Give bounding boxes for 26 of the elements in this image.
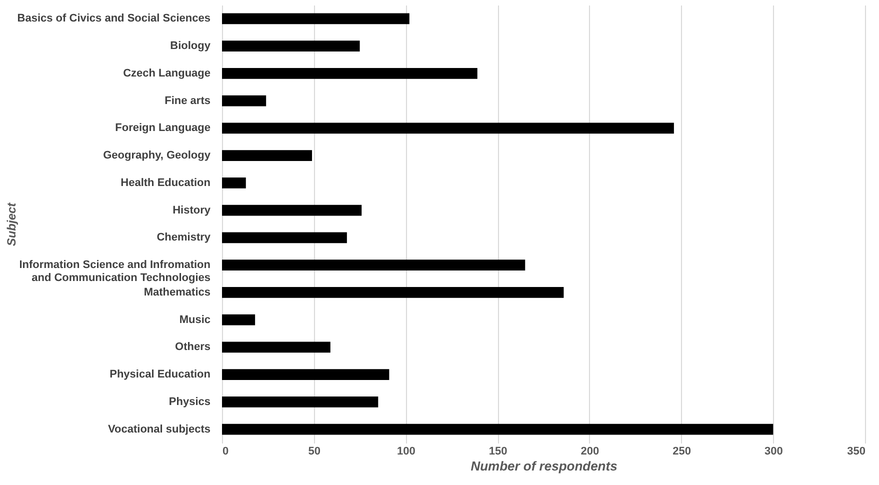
x-tick-label: 100 bbox=[397, 446, 416, 458]
y-tick-label: Information Science and Infromation and Communication Technologies bbox=[19, 259, 211, 284]
x-tick-label: 250 bbox=[672, 446, 691, 458]
y-tick-label: Physical Education bbox=[110, 368, 211, 381]
x-tick-label: 350 bbox=[847, 446, 866, 458]
y-tick-label: Physics bbox=[168, 396, 210, 408]
y-axis-title: Subject bbox=[4, 202, 18, 246]
y-tick-label: Music bbox=[179, 314, 210, 326]
x-tick-label: 300 bbox=[764, 446, 783, 458]
y-tick-label: History bbox=[172, 204, 212, 216]
x-tick-label: 50 bbox=[308, 446, 320, 458]
y-tick-label: Chemistry bbox=[156, 232, 212, 244]
y-tick-label: Health Education bbox=[120, 176, 211, 189]
x-tick-label: 200 bbox=[580, 446, 600, 458]
y-tick-label: Czech Language bbox=[123, 67, 210, 80]
x-tick-label: 0 bbox=[222, 446, 229, 458]
y-tick-label: Foreign Language bbox=[115, 122, 210, 134]
y-tick-label: Biology bbox=[170, 40, 212, 52]
x-axis-title: Number of respondents bbox=[470, 458, 618, 474]
y-tick-label: Vocational subjects bbox=[108, 423, 210, 436]
y-tick-label: Mathematics bbox=[144, 286, 210, 298]
y-tick-label: Geography, Geology bbox=[103, 150, 212, 162]
y-tick-label: Basics of Civics and Social Sciences bbox=[17, 12, 210, 25]
x-tick-label: 150 bbox=[488, 446, 508, 458]
y-tick-label: Fine arts bbox=[164, 94, 210, 107]
y-tick-label: Others bbox=[175, 341, 210, 354]
